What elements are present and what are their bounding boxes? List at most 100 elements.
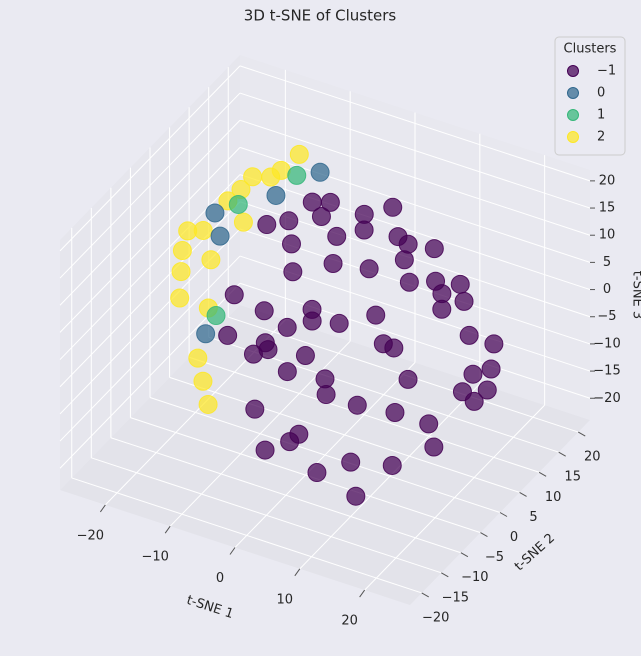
legend-label: −1 (597, 64, 616, 79)
point (218, 325, 238, 345)
point (243, 344, 263, 364)
point (398, 369, 418, 389)
z-tick-label: 15 (599, 201, 616, 216)
z-grid-line (59, 255, 241, 442)
x-tick-label: 0 (216, 571, 224, 586)
point (315, 369, 335, 389)
point (450, 274, 470, 294)
point (463, 364, 483, 384)
point (366, 305, 386, 325)
y-tick-label: −15 (442, 590, 469, 605)
z-tick-label: 5 (603, 255, 611, 270)
y-tick-mark (441, 572, 449, 578)
point (320, 192, 340, 212)
legend-label: 0 (597, 86, 605, 101)
point (196, 324, 216, 344)
y-tick-mark (460, 552, 469, 558)
z-tick-label: −10 (593, 336, 620, 351)
y-grid-line (91, 457, 442, 574)
point (170, 288, 190, 308)
y-tick-mark (558, 451, 566, 457)
point (327, 226, 347, 246)
point (210, 226, 230, 246)
point (385, 403, 405, 423)
y-grid-line (110, 437, 462, 554)
point (382, 455, 402, 475)
point (295, 346, 315, 366)
point (287, 165, 307, 185)
point (373, 334, 393, 354)
point (454, 291, 474, 311)
point (178, 221, 198, 241)
point (172, 241, 192, 261)
point (193, 371, 213, 391)
y-grid-line (71, 477, 422, 594)
point (394, 250, 414, 270)
y-tick-label: 0 (510, 530, 518, 545)
point (302, 299, 322, 319)
legend-marker (567, 65, 579, 77)
point (277, 317, 297, 337)
point (254, 301, 274, 321)
points (170, 144, 504, 506)
point (283, 262, 303, 282)
point (347, 395, 367, 415)
point (205, 203, 225, 223)
y-tick-label: −10 (461, 570, 488, 585)
z-grid-line (239, 65, 591, 182)
z-axis-label: t-SNE 3 (630, 271, 641, 319)
point (424, 437, 444, 457)
z-tick-label: 0 (603, 282, 611, 297)
z-grid-line (239, 201, 591, 318)
point (224, 285, 244, 305)
point (310, 162, 330, 182)
legend-marker (567, 109, 579, 121)
z-grid-line (59, 65, 241, 252)
z-tick-label: 20 (599, 173, 616, 188)
y-tick-mark (519, 491, 527, 497)
z-tick-label: −20 (593, 391, 620, 406)
point (452, 382, 472, 402)
y-tick-label: 5 (529, 510, 537, 525)
point (481, 359, 501, 379)
legend-marker (567, 87, 579, 99)
point (329, 313, 349, 333)
point (359, 259, 379, 279)
legend-title: Clusters (564, 42, 617, 57)
y-grid-line (169, 376, 520, 493)
point (198, 394, 218, 414)
y-tick-label: −5 (485, 550, 504, 565)
y-grid-line (149, 397, 501, 513)
z-grid-line (59, 92, 241, 279)
z-grid-line (59, 119, 241, 306)
point (171, 262, 191, 282)
x-tick-mark (359, 589, 366, 598)
point (307, 463, 327, 483)
x-tick-mark (294, 568, 301, 577)
x-tick-mark (164, 525, 171, 534)
point (277, 362, 297, 382)
x-tick-label: 10 (277, 592, 294, 607)
point (419, 414, 439, 434)
x-tick-label: −10 (141, 550, 168, 565)
point (266, 185, 286, 205)
point (398, 234, 418, 254)
point (459, 325, 479, 345)
y-tick-label: 15 (564, 470, 581, 485)
y-tick-label: 10 (545, 490, 562, 505)
point (346, 486, 366, 506)
y-grid-line (188, 356, 540, 473)
legend: Clusters −1 0 1 2 (554, 36, 626, 156)
point (477, 380, 497, 400)
z-grid-line (59, 147, 241, 333)
x-tick-mark (229, 547, 236, 555)
y-tick-mark (538, 471, 547, 477)
point (206, 306, 226, 326)
y-grid-line (130, 417, 481, 534)
legend-label: 2 (597, 130, 605, 145)
point (279, 211, 299, 231)
x-tick-mark (99, 504, 106, 513)
